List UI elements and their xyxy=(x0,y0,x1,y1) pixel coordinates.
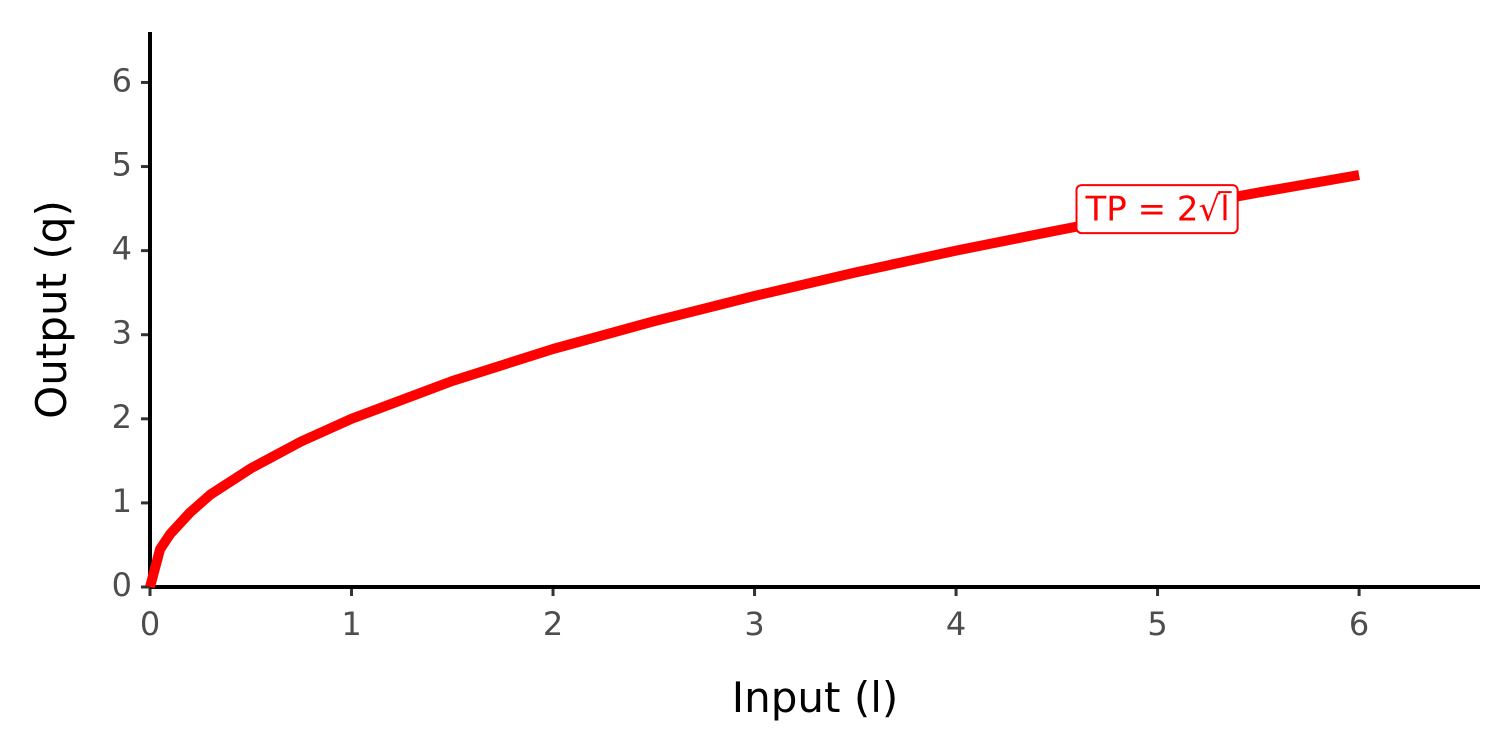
x-tick-label: 5 xyxy=(1147,605,1167,643)
x-tick-label: 4 xyxy=(946,605,966,643)
x-tick-label: 2 xyxy=(543,605,563,643)
y-tick-label: 4 xyxy=(112,230,132,268)
y-axis-title: Output (q) xyxy=(27,200,76,419)
tp-annotation: TP = 2√l xyxy=(1075,184,1239,235)
x-axis-ticks: 0 1 2 3 4 5 6 xyxy=(140,587,1369,643)
annotation-radical-sign: √ xyxy=(1199,189,1221,229)
y-axis-ticks: 0 1 2 3 4 5 6 xyxy=(112,61,150,604)
x-tick-label: 1 xyxy=(341,605,361,643)
x-tick-label: 6 xyxy=(1349,605,1369,643)
y-tick-label: 5 xyxy=(112,146,132,184)
annotation-label: TP = 2√l xyxy=(1085,189,1230,229)
y-tick-label: 1 xyxy=(112,482,132,520)
x-tick-label: 3 xyxy=(744,605,764,643)
annotation-prefix: TP = 2 xyxy=(1085,189,1199,229)
y-tick-label: 2 xyxy=(112,398,132,436)
y-tick-label: 0 xyxy=(112,566,132,604)
x-tick-label: 0 xyxy=(140,605,160,643)
annotation-box xyxy=(1075,184,1239,235)
y-tick-label: 3 xyxy=(112,314,132,352)
x-axis-title: Input (l) xyxy=(732,673,899,722)
series-line-tp xyxy=(145,170,1360,589)
annotation-radicand: l xyxy=(1220,189,1229,229)
y-tick-label: 6 xyxy=(112,61,132,99)
